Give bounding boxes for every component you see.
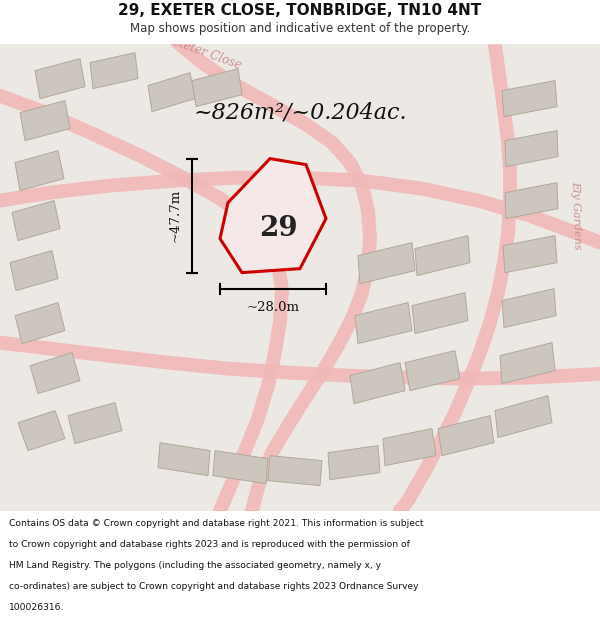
Text: ~47.7m: ~47.7m [169, 189, 182, 242]
Text: co-ordinates) are subject to Crown copyright and database rights 2023 Ordnance S: co-ordinates) are subject to Crown copyr… [9, 582, 419, 591]
Polygon shape [12, 201, 60, 241]
Text: 100026316.: 100026316. [9, 603, 64, 612]
Polygon shape [502, 289, 556, 328]
Polygon shape [18, 411, 65, 451]
Polygon shape [415, 236, 470, 276]
Polygon shape [148, 72, 195, 112]
Text: Contains OS data © Crown copyright and database right 2021. This information is : Contains OS data © Crown copyright and d… [9, 519, 424, 528]
Polygon shape [20, 101, 70, 141]
Bar [0, 1, 600, 42]
Polygon shape [505, 182, 558, 219]
Polygon shape [350, 362, 405, 404]
Polygon shape [438, 416, 494, 456]
Polygon shape [192, 69, 242, 107]
Text: Map shows position and indicative extent of the property.: Map shows position and indicative extent… [130, 22, 470, 35]
Polygon shape [503, 236, 557, 272]
Polygon shape [220, 159, 326, 272]
Text: HM Land Registry. The polygons (including the associated geometry, namely x, y: HM Land Registry. The polygons (includin… [9, 561, 381, 570]
Polygon shape [268, 456, 322, 486]
Text: to Crown copyright and database rights 2023 and is reproduced with the permissio: to Crown copyright and database rights 2… [9, 540, 410, 549]
Polygon shape [505, 131, 558, 167]
Text: ~28.0m: ~28.0m [247, 301, 299, 314]
Polygon shape [500, 342, 555, 384]
Polygon shape [405, 351, 460, 391]
Polygon shape [495, 396, 552, 437]
Polygon shape [35, 59, 85, 99]
Polygon shape [30, 352, 80, 394]
Polygon shape [355, 302, 412, 344]
Text: 29: 29 [259, 215, 298, 242]
Polygon shape [158, 442, 210, 476]
Text: ~826m²/~0.204ac.: ~826m²/~0.204ac. [193, 102, 407, 124]
Polygon shape [68, 402, 122, 444]
Polygon shape [412, 292, 468, 334]
Polygon shape [15, 302, 65, 344]
Polygon shape [10, 251, 58, 291]
Polygon shape [502, 81, 557, 117]
Polygon shape [358, 242, 415, 284]
Polygon shape [383, 429, 436, 466]
Text: 29, EXETER CLOSE, TONBRIDGE, TN10 4NT: 29, EXETER CLOSE, TONBRIDGE, TN10 4NT [118, 3, 482, 18]
Polygon shape [90, 52, 138, 89]
Polygon shape [15, 151, 64, 191]
Polygon shape [328, 446, 380, 479]
Polygon shape [213, 451, 268, 484]
Text: Ely Gardens: Ely Gardens [570, 181, 582, 250]
Text: Exeter Close: Exeter Close [167, 34, 243, 72]
